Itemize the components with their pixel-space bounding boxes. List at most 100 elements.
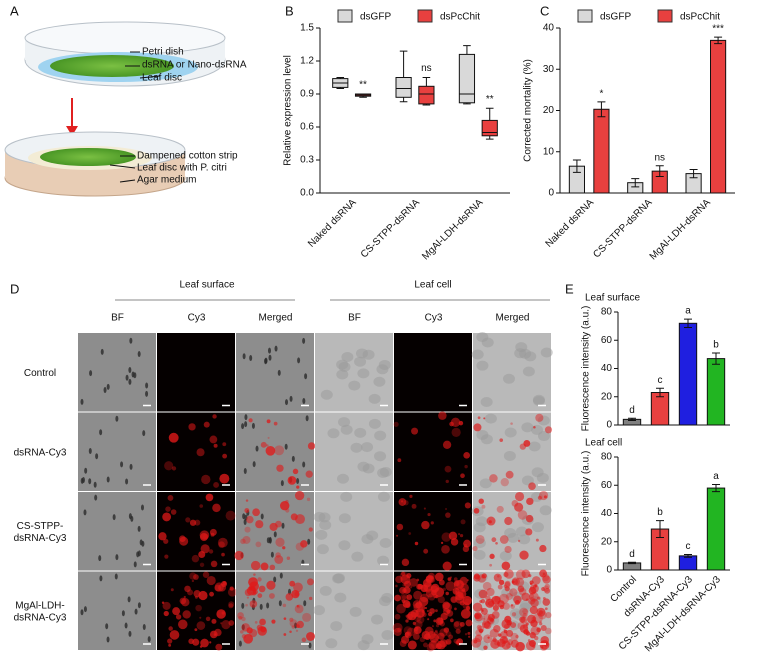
fluorescence bbox=[460, 473, 465, 479]
fluorescence bbox=[274, 445, 285, 456]
fluorescence bbox=[500, 477, 509, 487]
stoma bbox=[115, 415, 119, 422]
y-tick-label: 0.3 bbox=[300, 155, 314, 166]
cell-texture bbox=[473, 549, 486, 560]
fluorescence bbox=[413, 602, 423, 613]
fluorescence bbox=[179, 597, 187, 605]
cell-texture bbox=[377, 555, 390, 566]
micrograph bbox=[471, 569, 552, 652]
fluorescence bbox=[498, 579, 505, 586]
cell-texture bbox=[320, 389, 333, 400]
fluorescence bbox=[544, 426, 553, 434]
cell-texture bbox=[480, 396, 493, 407]
stoma bbox=[285, 399, 289, 406]
fluorescence bbox=[455, 641, 459, 645]
fluorescence bbox=[433, 619, 437, 623]
fluorescence bbox=[179, 536, 189, 546]
fluorescence bbox=[431, 589, 437, 596]
fluorescence bbox=[199, 533, 208, 542]
fluorescence bbox=[517, 585, 525, 593]
cell-texture bbox=[476, 332, 489, 343]
legend-swatch bbox=[417, 9, 433, 23]
fluorescence bbox=[255, 541, 262, 548]
fluorescence bbox=[477, 625, 485, 633]
stoma bbox=[124, 622, 128, 629]
fluorescence bbox=[506, 643, 512, 649]
fluorescence bbox=[237, 612, 244, 619]
cell-texture bbox=[502, 373, 515, 384]
fluorescence bbox=[244, 526, 251, 533]
fluorescence bbox=[412, 599, 422, 609]
fluorescence bbox=[404, 631, 412, 639]
stoma bbox=[93, 481, 97, 488]
stoma bbox=[137, 525, 141, 532]
column-label: Cy3 bbox=[188, 313, 206, 324]
fluorescence bbox=[250, 560, 261, 571]
stoma bbox=[142, 623, 146, 630]
cell-texture bbox=[476, 360, 489, 371]
fluorescence bbox=[276, 464, 284, 472]
fluorescence bbox=[477, 416, 481, 420]
fluorescence bbox=[305, 470, 313, 478]
fluorescence bbox=[252, 508, 260, 517]
fluorescence bbox=[400, 571, 406, 576]
cell-texture bbox=[313, 605, 326, 616]
fluorescence bbox=[185, 517, 191, 523]
fluorescence bbox=[506, 629, 514, 637]
fluorescence bbox=[283, 617, 287, 620]
micrograph bbox=[313, 491, 393, 571]
pointer bbox=[119, 179, 136, 183]
fluorescence bbox=[222, 442, 227, 447]
fluorescence bbox=[485, 601, 490, 606]
fluorescence bbox=[441, 532, 452, 542]
stoma bbox=[142, 430, 146, 437]
fluorescence bbox=[442, 587, 446, 591]
error-bar bbox=[689, 168, 698, 179]
fluorescence bbox=[483, 613, 491, 621]
fluorescence bbox=[483, 645, 488, 650]
fluorescence bbox=[455, 590, 458, 593]
fluorescence bbox=[489, 474, 498, 483]
fluorescence bbox=[427, 618, 430, 621]
cell-texture bbox=[537, 431, 550, 442]
fluorescence bbox=[406, 613, 413, 621]
fluorescence bbox=[255, 520, 264, 529]
fluorescence bbox=[209, 591, 214, 597]
fluorescence bbox=[227, 587, 237, 597]
cell-texture bbox=[532, 395, 545, 406]
fluorescence bbox=[399, 593, 409, 602]
fluorescence bbox=[475, 534, 485, 544]
legend-label: dsGFP bbox=[600, 12, 631, 23]
cell-texture bbox=[518, 534, 531, 545]
leaf-disc bbox=[50, 55, 174, 77]
fluorescence bbox=[464, 633, 468, 636]
fluorescence bbox=[481, 573, 487, 579]
group-label: Leaf surface bbox=[179, 280, 234, 291]
stoma bbox=[137, 351, 141, 358]
fluorescence bbox=[504, 545, 512, 554]
fluorescence bbox=[289, 619, 298, 628]
fluorescence bbox=[228, 601, 235, 608]
fluorescence bbox=[206, 575, 216, 586]
fluorescence bbox=[246, 596, 249, 599]
fluorescence bbox=[438, 411, 447, 420]
fluorescence bbox=[459, 534, 464, 538]
bar bbox=[706, 358, 726, 426]
fluorescence bbox=[397, 627, 402, 632]
fluorescence bbox=[449, 576, 453, 579]
fluorescence bbox=[448, 531, 458, 541]
fluorescence bbox=[545, 627, 552, 635]
fluorescence bbox=[497, 584, 503, 590]
micrograph bbox=[394, 492, 472, 571]
fluorescence bbox=[404, 580, 411, 588]
fluorescence bbox=[464, 502, 471, 509]
image-bg bbox=[394, 333, 472, 412]
fluorescence bbox=[158, 532, 167, 541]
stoma bbox=[88, 447, 92, 454]
stoma bbox=[106, 383, 110, 390]
stoma bbox=[305, 415, 309, 422]
error-bar bbox=[712, 352, 720, 365]
bar bbox=[678, 322, 698, 426]
stoma bbox=[145, 390, 149, 397]
bar bbox=[710, 39, 727, 194]
